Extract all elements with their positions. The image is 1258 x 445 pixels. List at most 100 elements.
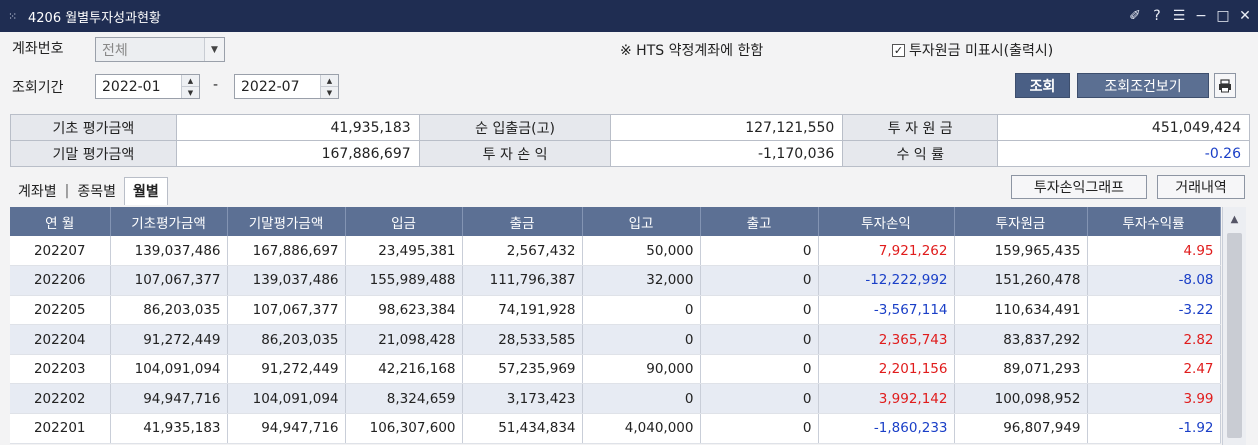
- menu-icon[interactable]: ☰: [1172, 8, 1186, 24]
- table-cell: 42,216,168: [345, 354, 463, 385]
- table-cell: 104,091,094: [110, 354, 228, 385]
- column-header[interactable]: 연 월: [10, 207, 111, 236]
- tab-stock[interactable]: 종목별: [77, 183, 116, 200]
- return-rate-value: -0.26: [997, 140, 1250, 167]
- table-cell: 51,434,834: [462, 413, 583, 444]
- account-select[interactable]: 전체 ▼: [95, 37, 225, 62]
- table-cell: 202201: [10, 413, 111, 444]
- monthly-table: 연 월 기초평가금액 기말평가금액 입금 출금 입고 출고 투자손익 투자원금 투자수익률 202…: [10, 207, 1221, 444]
- table-cell: 2,567,432: [462, 236, 583, 267]
- spin-down-icon[interactable]: ▼: [187, 88, 194, 97]
- table-cell: 57,235,969: [462, 354, 583, 385]
- printer-icon: [1219, 78, 1231, 92]
- end-eval-value: 167,886,697: [175, 140, 420, 167]
- column-header[interactable]: 입고: [582, 207, 701, 236]
- column-header[interactable]: 입금: [345, 207, 463, 236]
- close-icon[interactable]: ✕: [1239, 8, 1251, 24]
- table-cell: 0: [700, 295, 819, 326]
- table-cell: 90,000: [582, 354, 701, 385]
- table-cell: 96,807,949: [954, 413, 1088, 444]
- table-cell: 0: [700, 354, 819, 385]
- table-cell: -8.08: [1087, 265, 1221, 296]
- table-row[interactable]: 202205 86,203,035 107,067,377 98,623,384 74,…: [10, 295, 1221, 326]
- period-to-spinner[interactable]: ▲ ▼: [320, 75, 338, 98]
- table-cell: 94,947,716: [227, 413, 346, 444]
- tab-account[interactable]: 계좌별: [18, 183, 57, 200]
- table-cell: 21,098,428: [345, 324, 463, 355]
- scroll-thumb[interactable]: [1227, 233, 1242, 438]
- table-cell: 202207: [10, 236, 111, 267]
- table-cell: 0: [700, 265, 819, 296]
- period-to-input[interactable]: 2022-07 ▲ ▼: [234, 74, 339, 99]
- table-cell: 28,533,585: [462, 324, 583, 355]
- table-cell: 202202: [10, 383, 111, 415]
- query-button[interactable]: 조회: [1015, 73, 1070, 98]
- pin-icon[interactable]: ✐: [1129, 8, 1141, 24]
- table-row[interactable]: 202201 41,935,183 94,947,716 106,307,600 51,…: [10, 413, 1221, 444]
- column-header[interactable]: 출고: [700, 207, 819, 236]
- table-cell: 89,071,293: [954, 354, 1088, 385]
- table-row[interactable]: 202202 94,947,716 104,091,094 8,324,659 3,17…: [10, 383, 1221, 415]
- checkbox-check-icon[interactable]: ✓: [892, 43, 905, 57]
- table-cell: 139,037,486: [110, 236, 228, 267]
- notice-text: ※ HTS 약정계좌에 한함: [620, 43, 764, 59]
- show-conditions-button[interactable]: 조회조건보기: [1077, 73, 1209, 98]
- table-cell: 23,495,381: [345, 236, 463, 267]
- table-cell: -3.22: [1087, 295, 1221, 326]
- transaction-history-button[interactable]: 거래내역: [1157, 175, 1245, 199]
- principal-label: 투 자 원 금: [842, 114, 999, 141]
- app-menu-icon[interactable]: ⁙: [8, 9, 18, 23]
- column-header[interactable]: 투자수익률: [1087, 207, 1221, 236]
- table-cell: 91,272,449: [110, 324, 228, 355]
- column-header[interactable]: 출금: [462, 207, 583, 236]
- scroll-up-icon[interactable]: ▲: [1230, 213, 1239, 225]
- table-cell: 83,837,292: [954, 324, 1088, 355]
- minimize-icon[interactable]: −: [1195, 8, 1207, 24]
- table-cell: 202203: [10, 354, 111, 385]
- hide-principal-checkbox[interactable]: ✓ 투자원금 미표시(출력시): [892, 40, 1053, 60]
- vertical-scrollbar[interactable]: ▲: [1222, 207, 1246, 445]
- column-header[interactable]: 투자원금: [954, 207, 1088, 236]
- table-row[interactable]: 202204 91,272,449 86,203,035 21,098,428 28,5…: [10, 324, 1221, 355]
- spin-down-icon[interactable]: ▼: [326, 88, 333, 97]
- hide-principal-label: 투자원금 미표시(출력시): [909, 43, 1054, 59]
- table-row[interactable]: 202206 107,067,377 139,037,486 155,989,488 1…: [10, 265, 1221, 296]
- table-cell: -12,222,992: [818, 265, 955, 296]
- table-cell: 8,324,659: [345, 383, 463, 415]
- table-cell: 98,623,384: [345, 295, 463, 326]
- net-flow-label: 순 입출금(고): [418, 114, 612, 141]
- maximize-icon[interactable]: □: [1216, 8, 1230, 24]
- table-cell: 91,272,449: [227, 354, 346, 385]
- table-cell: 74,191,928: [462, 295, 583, 326]
- chevron-down-icon[interactable]: ▼: [204, 38, 224, 61]
- column-header[interactable]: 기말평가금액: [227, 207, 346, 236]
- table-cell: 0: [582, 324, 701, 355]
- period-from-spinner[interactable]: ▲ ▼: [181, 75, 199, 98]
- period-from-input[interactable]: 2022-01 ▲ ▼: [95, 74, 200, 99]
- begin-eval-value: 41,935,183: [175, 114, 420, 141]
- table-row[interactable]: 202207 139,037,486 167,886,697 23,495,381 2,…: [10, 236, 1221, 267]
- column-header[interactable]: 기초평가금액: [110, 207, 228, 236]
- table-cell: 104,091,094: [227, 383, 346, 415]
- table-cell: 202204: [10, 324, 111, 355]
- table-cell: 202206: [10, 265, 111, 296]
- tab-monthly[interactable]: 월별: [124, 176, 168, 205]
- principal-value: 451,049,424: [997, 114, 1250, 141]
- begin-eval-label: 기초 평가금액: [10, 114, 177, 141]
- help-icon[interactable]: ?: [1153, 8, 1161, 24]
- spin-up-icon[interactable]: ▲: [321, 75, 338, 87]
- table-cell: 0: [700, 324, 819, 355]
- column-header[interactable]: 투자손익: [818, 207, 955, 236]
- table-cell: 202205: [10, 295, 111, 326]
- table-cell: 2.82: [1087, 324, 1221, 355]
- spin-up-icon[interactable]: ▲: [182, 75, 199, 87]
- table-cell: 151,260,478: [954, 265, 1088, 296]
- table-cell: 110,634,491: [954, 295, 1088, 326]
- print-button[interactable]: [1214, 73, 1236, 98]
- summary-row: 기초 평가금액 41,935,183 순 입출금(고) 127,121,550 …: [10, 114, 1250, 141]
- table-row[interactable]: 202203 104,091,094 91,272,449 42,216,168 57,…: [10, 354, 1221, 385]
- window-controls: ✐ ? ☰ − □ ✕: [1128, 0, 1252, 32]
- pl-graph-button[interactable]: 투자손익그래프: [1011, 175, 1147, 199]
- table-cell: 86,203,035: [227, 324, 346, 355]
- table-cell: 107,067,377: [227, 295, 346, 326]
